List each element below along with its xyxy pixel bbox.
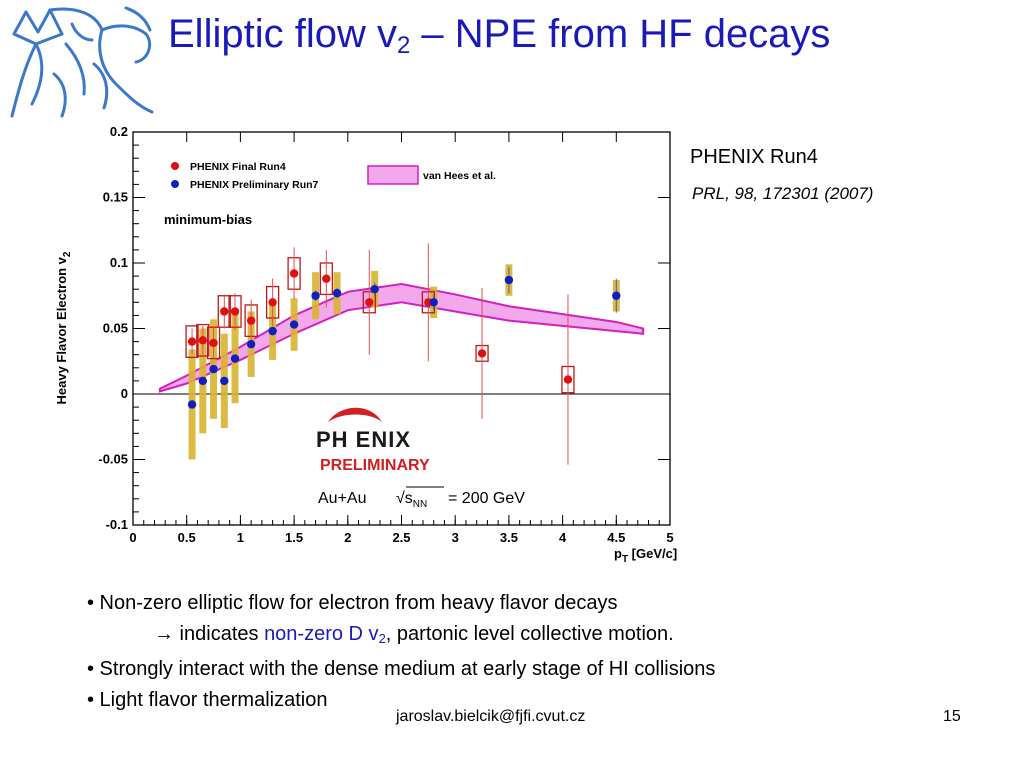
title-main: Elliptic flow v [168,12,397,56]
data-point-run4 [209,338,218,348]
phenix-flame-icon [328,407,382,422]
slide-title: Elliptic flow v2 – NPE from HF decays [168,12,830,60]
data-point-run7 [246,340,256,349]
x-tick-label: 1.5 [285,530,303,545]
model-band [158,282,645,393]
v2-plot: 0 0.5 1 1.5 2 2.5 3 3.5 4 4.5 5 -0.1 -0.05 0 0.05 0.1 0.… [40,122,700,574]
centrality-label: minimum-bias [164,212,252,227]
reference-citation: PRL, 98, 172301 (2007) [692,184,874,203]
sqrt-snn-symbol: √sNN [396,490,427,510]
legend-final-label: PHENIX Final Run4 [190,161,286,173]
data-point-run7 [311,291,320,300]
data-point-run7 [332,288,342,298]
data-point-run7 [209,364,218,374]
bullet-subitem: → indicates non-zero D v2, partonic leve… [87,619,715,655]
data-point-run4 [322,274,331,283]
y-axis-title: Heavy Flavor Electron v2 [54,251,73,404]
syst-box-run4 [196,323,210,357]
v2-plot-svg: 0 0.5 1 1.5 2 2.5 3 3.5 4 4.5 5 -0.1 -0.05 0 0.05 0.1 0.… [54,124,677,565]
y-tick-label: -0.05 [98,452,128,467]
data-point-run7 [370,285,379,294]
x-tick-label: 3 [452,530,459,545]
data-point-run7 [198,376,208,386]
x-tick-label: 1 [237,530,244,545]
x-tick-label: 4 [559,530,567,545]
x-tick-label: 2.5 [392,530,410,545]
data-point-run7 [612,291,621,300]
bullet-item: • Strongly interact with the dense mediu… [87,658,716,680]
title-subscript: 2 [396,32,411,59]
data-point-run7 [289,320,299,329]
x-tick-label: 2 [344,530,351,545]
legend-band-swatch [367,165,419,185]
data-point-run4 [289,269,299,278]
x-tick-label: 5 [666,530,673,545]
page-number: 15 [943,708,961,725]
y-tick-label: 0.1 [110,255,128,270]
subitem-suffix: , partonic level collective motion. [385,622,674,645]
phenix-logo-text: PH ENIX [316,427,411,452]
x-axis-title: pT [GeV/c] [614,546,677,565]
data-point-run7 [220,376,229,386]
y-tick-label: 0.05 [103,321,128,336]
data-point-run4 [563,375,573,384]
legend-band-label: van Hees et al. [423,170,496,182]
x-tick-label: 0.5 [178,530,196,545]
data-point-run4 [230,307,240,316]
data-point-run7 [187,400,197,409]
data-point-run4 [365,298,374,307]
data-point-run4 [187,337,197,346]
syst-box-run4 [185,325,199,358]
x-tick-label: 3.5 [500,530,518,545]
university-lion-logo [10,6,154,118]
data-point-run7 [429,298,438,307]
legend-prelim-label: PHENIX Preliminary Run7 [190,179,319,191]
legend-final-marker [171,162,179,170]
footer-email: jaroslav.bielcik@fjfi.cvut.cz [396,708,586,725]
legend-prelim-marker [171,180,179,188]
subitem-prefix: → indicates [154,622,265,645]
collision-system-label: Au+Au [318,490,366,507]
y-tick-label: 0.15 [103,190,128,205]
data-point-run4 [220,307,229,316]
data-point-run4 [246,316,256,325]
data-point-run7 [268,326,277,336]
x-tick-label: 0 [129,530,136,545]
x-tick-label: 4.5 [607,530,625,545]
y-tick-label: 0.2 [110,124,128,139]
title-rest: – NPE from HF decays [410,12,831,56]
data-point-run4 [198,336,208,345]
y-tick-label: -0.1 [106,517,128,532]
bullet-item: • Light flavor thermalization [87,688,328,711]
data-point-run7 [230,354,240,363]
data-point-run7 [504,275,514,285]
bullet-list: • Non-zero elliptic flow for electron fr… [87,588,715,715]
data-point-run4 [268,298,277,307]
bullet-item: • Non-zero elliptic flow for electron fr… [87,592,618,614]
collision-energy-label: = 200 GeV [448,490,525,507]
data-point-run4 [477,349,487,358]
reference-experiment: PHENIX Run4 [690,146,818,168]
subitem-highlight: non-zero D v2 [264,622,386,646]
phenix-preliminary-label: PRELIMINARY [320,457,430,474]
y-tick-label: 0 [121,386,128,401]
